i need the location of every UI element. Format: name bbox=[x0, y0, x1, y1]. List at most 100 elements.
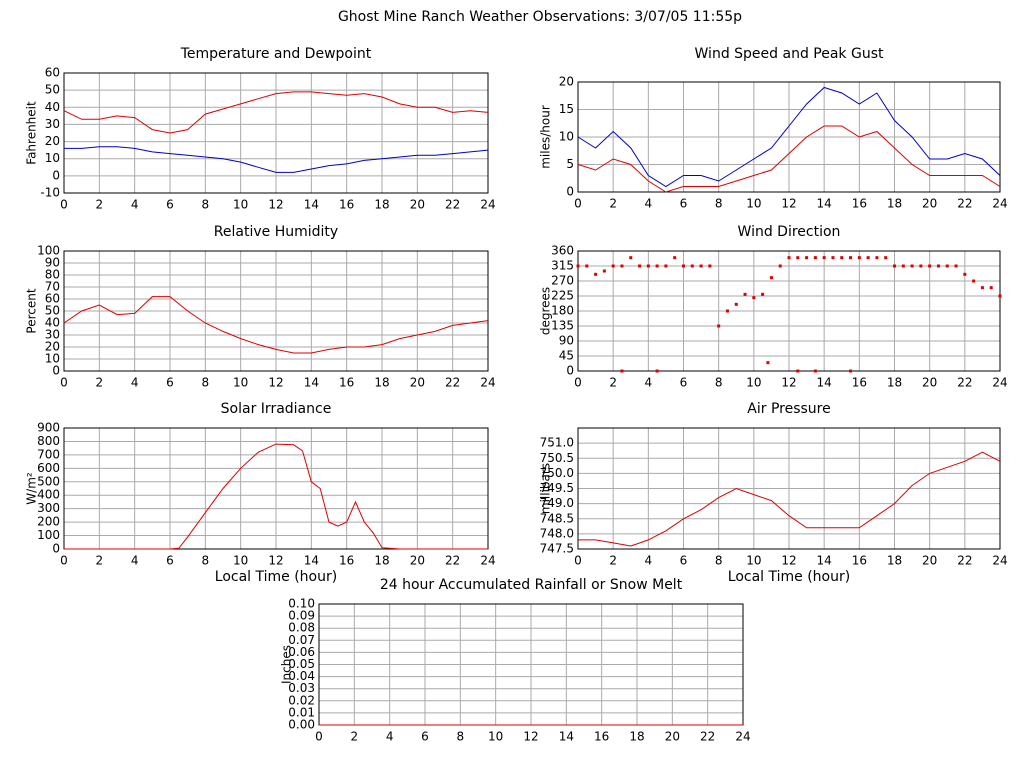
y-tick-label: 700 bbox=[37, 447, 60, 461]
x-tick-label: 22 bbox=[445, 198, 460, 212]
y-tick-label: 0.08 bbox=[288, 621, 315, 635]
x-tick-label: 8 bbox=[457, 730, 465, 744]
chart-title: 24 hour Accumulated Rainfall or Snow Mel… bbox=[380, 577, 683, 593]
y-axis-label: miles/hour bbox=[539, 105, 553, 169]
y-tick-label: 749.5 bbox=[540, 481, 574, 495]
y-tick-label: 900 bbox=[37, 421, 60, 435]
x-tick-label: 10 bbox=[233, 376, 248, 390]
data-point bbox=[787, 256, 791, 260]
data-point bbox=[638, 264, 642, 268]
page-title: Ghost Mine Ranch Weather Observations: 3… bbox=[338, 9, 742, 25]
y-tick-label: 748.0 bbox=[540, 526, 574, 540]
data-line bbox=[63, 91, 489, 134]
y-tick-label: 360 bbox=[551, 244, 574, 258]
y-tick-label: 20 bbox=[45, 340, 60, 354]
x-tick-label: 24 bbox=[480, 376, 495, 390]
x-tick-label: 18 bbox=[374, 554, 389, 568]
chart-title: Temperature and Dewpoint bbox=[180, 46, 372, 62]
y-tick-label: 180 bbox=[551, 304, 574, 318]
x-tick-label: 4 bbox=[386, 730, 394, 744]
x-axis-label: Local Time (hour) bbox=[215, 569, 337, 585]
x-tick-label: 14 bbox=[304, 376, 319, 390]
y-tick-label: 0.06 bbox=[288, 645, 315, 659]
y-tick-label: 30 bbox=[45, 328, 60, 342]
y-tick-label: 15 bbox=[559, 102, 574, 116]
data-point bbox=[945, 264, 949, 268]
x-tick-label: 18 bbox=[374, 198, 389, 212]
data-line bbox=[63, 296, 489, 354]
y-tick-label: 600 bbox=[37, 461, 60, 475]
x-tick-label: 24 bbox=[480, 554, 495, 568]
y-tick-label: 750.5 bbox=[540, 451, 574, 465]
data-point bbox=[822, 256, 826, 260]
data-point bbox=[936, 264, 940, 268]
data-point bbox=[752, 296, 756, 300]
data-point bbox=[989, 286, 993, 290]
x-tick-label: 4 bbox=[131, 554, 139, 568]
x-tick-label: 20 bbox=[410, 376, 425, 390]
y-tick-label: 100 bbox=[37, 244, 60, 258]
data-point bbox=[602, 269, 606, 273]
x-tick-label: 8 bbox=[715, 197, 723, 211]
x-tick-label: 12 bbox=[268, 198, 283, 212]
x-tick-label: 24 bbox=[992, 554, 1007, 568]
data-point bbox=[813, 369, 817, 373]
y-tick-label: 225 bbox=[551, 289, 574, 303]
y-tick-label: 50 bbox=[45, 304, 60, 318]
data-point bbox=[893, 264, 896, 268]
y-tick-label: 90 bbox=[559, 334, 574, 348]
x-tick-label: 10 bbox=[746, 376, 761, 390]
x-tick-label: 14 bbox=[817, 376, 832, 390]
x-tick-label: 4 bbox=[645, 376, 653, 390]
x-tick-label: 20 bbox=[922, 197, 937, 211]
x-tick-label: 22 bbox=[957, 197, 972, 211]
y-tick-label: 60 bbox=[45, 292, 60, 306]
x-tick-label: 0 bbox=[574, 197, 582, 211]
y-tick-label: 0.01 bbox=[288, 705, 315, 719]
data-point bbox=[690, 264, 694, 268]
data-point bbox=[813, 256, 817, 260]
x-tick-label: 18 bbox=[887, 376, 902, 390]
y-tick-label: 300 bbox=[37, 501, 60, 515]
data-point bbox=[629, 256, 633, 260]
x-tick-label: 0 bbox=[315, 730, 323, 744]
x-tick-label: 2 bbox=[96, 554, 104, 568]
y-tick-label: 0.07 bbox=[288, 633, 315, 647]
y-tick-label: 90 bbox=[45, 256, 60, 270]
x-tick-label: 12 bbox=[523, 730, 538, 744]
x-tick-label: 2 bbox=[609, 554, 617, 568]
x-tick-label: 16 bbox=[339, 376, 354, 390]
data-point bbox=[831, 256, 835, 260]
data-point bbox=[857, 256, 861, 260]
x-tick-label: 2 bbox=[609, 376, 617, 390]
x-tick-label: 12 bbox=[268, 554, 283, 568]
y-tick-label: 70 bbox=[45, 280, 60, 294]
data-point bbox=[778, 264, 782, 268]
y-tick-label: 747.5 bbox=[540, 542, 574, 556]
data-point bbox=[734, 302, 738, 306]
data-point bbox=[576, 264, 580, 268]
data-point bbox=[620, 264, 624, 268]
x-tick-label: 20 bbox=[922, 554, 937, 568]
y-axis-label: degrees bbox=[539, 287, 553, 335]
y-tick-label: 20 bbox=[45, 134, 60, 148]
x-tick-label: 6 bbox=[166, 198, 174, 212]
y-tick-label: 751.0 bbox=[540, 436, 574, 450]
data-point bbox=[928, 264, 932, 268]
data-point bbox=[699, 264, 703, 268]
x-tick-label: 18 bbox=[374, 376, 389, 390]
x-tick-label: 0 bbox=[574, 376, 582, 390]
chart-title: Wind Direction bbox=[738, 224, 841, 240]
data-point bbox=[998, 294, 1002, 298]
y-tick-label: 10 bbox=[559, 130, 574, 144]
x-tick-label: 18 bbox=[887, 554, 902, 568]
plot-frame bbox=[63, 72, 489, 194]
data-point bbox=[884, 256, 888, 260]
x-tick-label: 10 bbox=[746, 197, 761, 211]
x-tick-label: 6 bbox=[680, 554, 688, 568]
x-tick-label: 16 bbox=[339, 554, 354, 568]
x-tick-label: 18 bbox=[629, 730, 644, 744]
data-point bbox=[620, 369, 624, 373]
x-tick-label: 2 bbox=[96, 198, 104, 212]
